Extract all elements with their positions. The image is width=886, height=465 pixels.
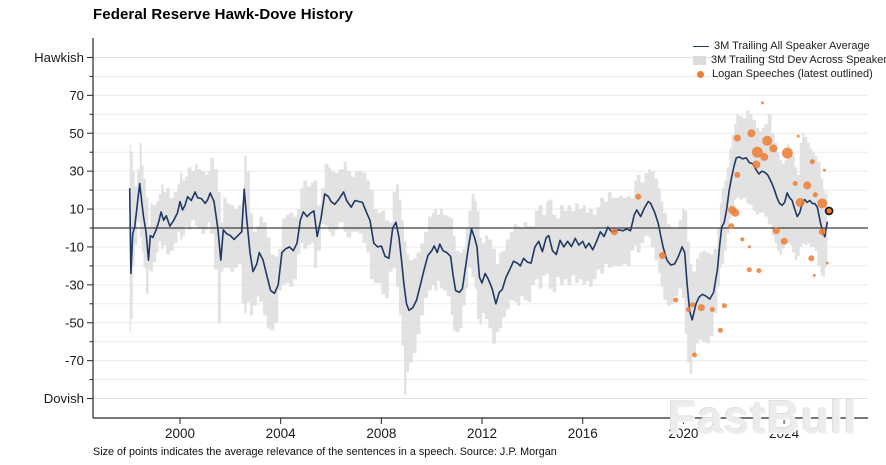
logan-dot (752, 160, 761, 169)
logan-dot (796, 134, 800, 138)
y-tick-label: Dovish (44, 391, 84, 406)
y-tick-label: -10 (65, 239, 84, 254)
average-line (128, 156, 829, 321)
logan-dots-layer (610, 101, 834, 358)
logan-dot (822, 168, 826, 172)
logan-dot (690, 302, 695, 308)
logan-dot (685, 307, 691, 312)
logan-dot (769, 144, 778, 153)
legend-label: 3M Trailing All Speaker Average (714, 40, 870, 52)
logan-dot (697, 304, 705, 312)
legend-item-std-dev-band: 3M Trailing Std Dev Across Speakers (693, 53, 886, 67)
logan-dot (692, 352, 697, 358)
logan-dot (818, 228, 826, 236)
axes-layer: Hawkish 70 50 30 10 -10 -30 -50 -70 Dovish 2000 200… (34, 38, 868, 441)
y-tick-label: -70 (65, 353, 84, 368)
x-tick-label: 2020 (668, 426, 698, 441)
logan-dot (734, 171, 741, 178)
logan-dot (817, 198, 828, 209)
logan-dot (747, 245, 751, 249)
x-tick-label: 2008 (366, 426, 396, 441)
logan-dot (812, 273, 816, 277)
y-tick-label: 30 (69, 164, 84, 179)
y-tick-label: 70 (69, 88, 84, 103)
logan-dot (792, 181, 798, 186)
logan-dot (731, 208, 740, 217)
logan-dot (803, 181, 812, 190)
logan-dot (809, 159, 815, 165)
logan-dot (760, 101, 764, 105)
x-tick-label: 2016 (568, 426, 598, 441)
y-tick-label: -30 (65, 277, 84, 292)
chart-legend: 3M Trailing All Speaker Average 3M Trail… (693, 39, 886, 81)
band-swatch-icon (693, 55, 706, 65)
logan-dot (709, 307, 715, 312)
legend-item-logan-speeches: Logan Speeches (latest outlined) (693, 67, 886, 81)
logan-dot (740, 237, 745, 242)
logan-dot (733, 134, 741, 142)
logan-dot (756, 268, 762, 274)
logan-dot (751, 146, 763, 158)
logan-dot (721, 303, 727, 309)
logan-dot (673, 297, 679, 303)
legend-item-average-line: 3M Trailing All Speaker Average (693, 39, 886, 53)
dot-swatch-icon (697, 70, 704, 78)
y-tick-label: -50 (65, 315, 84, 330)
logan-dot (659, 252, 666, 259)
logan-dot (746, 267, 752, 273)
source-footnote: Size of points indicates the average rel… (93, 446, 557, 458)
y-tick-label: Hawkish (34, 50, 84, 65)
legend-label: 3M Trailing Std Dev Across Speakers (711, 54, 886, 66)
logan-dot (747, 129, 756, 138)
line-swatch-icon (693, 45, 709, 47)
x-tick-label: 2012 (467, 426, 497, 441)
chart-title: Federal Reserve Hawk-Dove History (93, 6, 354, 23)
logan-dot (762, 135, 773, 146)
latest-logan-dot (824, 206, 834, 216)
logan-dot (728, 223, 735, 230)
logan-dot (812, 192, 818, 198)
logan-dot (781, 147, 793, 159)
logan-dot (795, 197, 805, 207)
x-tick-label: 2024 (769, 426, 800, 441)
logan-dot (717, 327, 723, 333)
logan-dot (760, 152, 769, 161)
logan-dot (635, 193, 642, 200)
logan-dot (780, 237, 788, 245)
legend-label: Logan Speeches (latest outlined) (712, 68, 873, 80)
y-tick-label: 50 (69, 126, 84, 141)
x-tick-label: 2000 (165, 426, 195, 441)
x-tick-label: 2004 (266, 426, 297, 441)
logan-dot (610, 228, 618, 236)
y-tick-label: 10 (69, 202, 84, 217)
std-dev-band (129, 110, 828, 395)
logan-dot (772, 227, 780, 235)
logan-dot (825, 261, 829, 265)
logan-dot (808, 255, 815, 262)
